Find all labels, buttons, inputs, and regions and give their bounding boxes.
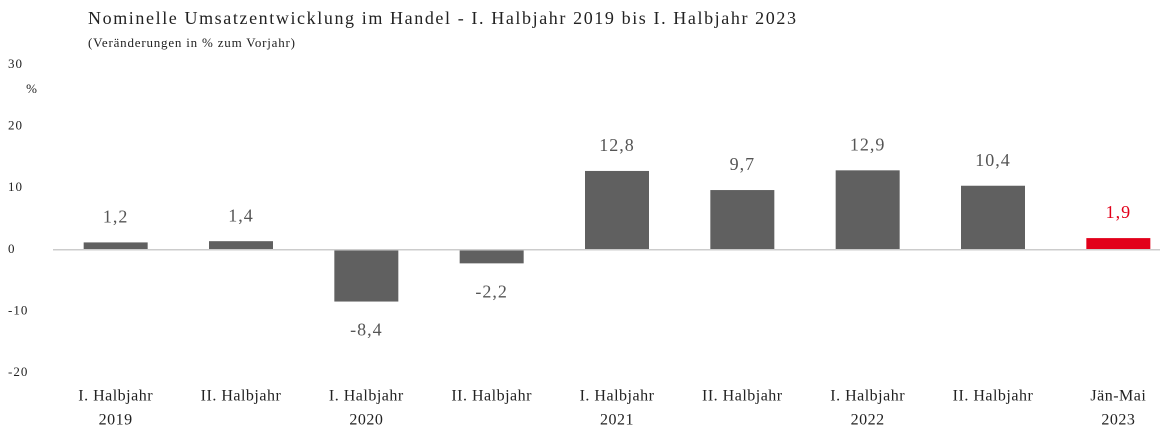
- x-tick-label: I. Halbjahr: [580, 388, 655, 405]
- x-tick-label: 2021: [600, 412, 634, 429]
- x-tick-label: II. Halbjahr: [201, 388, 282, 405]
- x-tick-label: II. Halbjahr: [953, 388, 1034, 405]
- bar: [209, 241, 273, 250]
- value-label: -8,4: [350, 320, 383, 340]
- value-label: 1,9: [1106, 202, 1132, 222]
- x-tick-label: 2019: [99, 412, 133, 429]
- x-tick-label: Jän-Mai: [1090, 388, 1146, 405]
- x-tick-label: II. Halbjahr: [451, 388, 532, 405]
- x-tick-label: 2023: [1101, 412, 1135, 429]
- bar: [961, 185, 1025, 250]
- bar: [710, 190, 775, 250]
- y-tick-label: 10: [8, 179, 23, 194]
- bar: [585, 170, 649, 250]
- bar: [1086, 238, 1151, 250]
- bar: [459, 249, 524, 264]
- y-tick-label: -20: [8, 364, 28, 379]
- chart-title: Nominelle Umsatzentwicklung im Handel - …: [88, 8, 798, 28]
- y-tick-label: 20: [8, 118, 23, 133]
- x-tick-label: I. Halbjahr: [830, 388, 905, 405]
- value-label: 1,2: [103, 207, 129, 227]
- x-tick-label: I. Halbjahr: [329, 388, 404, 405]
- x-tick-label: II. Halbjahr: [702, 388, 783, 405]
- bar: [334, 249, 399, 302]
- value-label: 9,7: [730, 154, 756, 174]
- y-tick-label: -10: [8, 302, 28, 317]
- y-tick-label: 30: [8, 56, 23, 71]
- bar: [83, 242, 148, 250]
- y-tick-label: 0: [8, 241, 16, 256]
- value-label: 10,4: [975, 150, 1011, 170]
- value-label: 12,9: [850, 134, 886, 154]
- x-tick-label: 2020: [349, 412, 383, 429]
- value-label: -2,2: [475, 281, 508, 301]
- chart-subtitle: (Veränderungen in % zum Vorjahr): [88, 35, 296, 50]
- x-tick-label: I. Halbjahr: [78, 388, 153, 405]
- y-axis-label: %: [26, 81, 38, 96]
- value-label: 1,4: [228, 205, 254, 225]
- x-tick-label: 2022: [851, 412, 885, 429]
- bar: [835, 170, 900, 250]
- value-label: 12,8: [599, 135, 635, 155]
